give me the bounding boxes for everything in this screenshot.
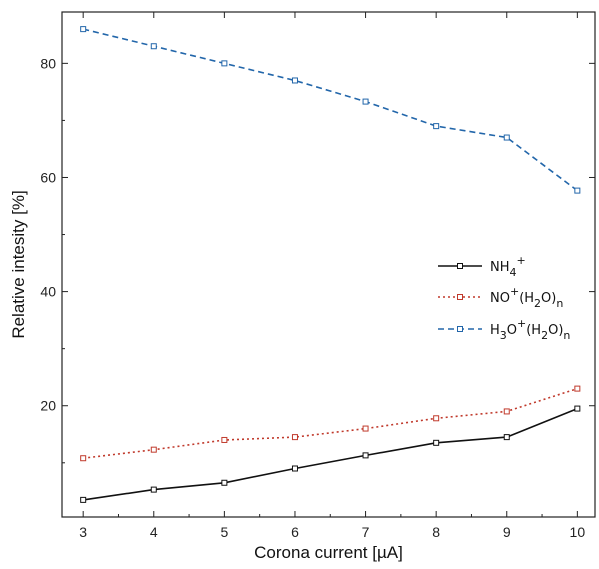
legend-label: NO+(H2O)n bbox=[490, 285, 563, 310]
legend-marker bbox=[457, 326, 463, 332]
x-tick-label: 9 bbox=[503, 524, 511, 540]
data-point bbox=[362, 452, 369, 459]
data-point bbox=[503, 408, 510, 415]
y-tick-label: 40 bbox=[40, 284, 56, 300]
legend-label: H3O+(H2O)n bbox=[490, 317, 570, 342]
data-point bbox=[433, 439, 440, 446]
data-point bbox=[80, 26, 87, 33]
series-2 bbox=[80, 385, 581, 462]
y-axis-title: Relative intesity [%] bbox=[9, 190, 28, 338]
series-line bbox=[83, 407, 578, 501]
x-tick-label: 7 bbox=[362, 524, 370, 540]
data-point bbox=[362, 98, 369, 105]
data-point bbox=[503, 434, 510, 441]
data-point bbox=[574, 385, 581, 392]
data-point bbox=[362, 425, 369, 432]
legend-item: H3O+(H2O)n bbox=[438, 317, 570, 342]
legend-marker bbox=[457, 263, 463, 269]
data-point bbox=[221, 436, 228, 443]
data-point bbox=[221, 479, 228, 486]
series-1 bbox=[80, 405, 581, 503]
data-point bbox=[291, 465, 298, 472]
data-point bbox=[291, 434, 298, 441]
data-point bbox=[574, 405, 581, 412]
series-line bbox=[83, 28, 578, 192]
legend-marker bbox=[457, 294, 463, 300]
x-axis-title: Corona current [µA] bbox=[254, 543, 403, 562]
y-tick-label: 80 bbox=[40, 55, 56, 71]
data-point bbox=[433, 123, 440, 130]
x-tick-label: 4 bbox=[150, 524, 158, 540]
data-point bbox=[291, 77, 298, 84]
x-tick-label: 5 bbox=[220, 524, 228, 540]
data-point bbox=[150, 43, 157, 50]
series-3 bbox=[80, 26, 581, 194]
legend-item: NO+(H2O)n bbox=[438, 285, 563, 310]
data-point bbox=[433, 415, 440, 422]
legend-item: NH4+ bbox=[438, 254, 526, 279]
x-tick-label: 3 bbox=[79, 524, 87, 540]
plot-frame bbox=[61, 11, 596, 518]
data-point bbox=[150, 446, 157, 453]
data-point bbox=[80, 455, 87, 462]
data-point bbox=[221, 60, 228, 67]
x-tick-label: 8 bbox=[432, 524, 440, 540]
data-point bbox=[80, 496, 87, 503]
plot-area-border bbox=[61, 11, 596, 518]
y-tick-label: 60 bbox=[40, 169, 56, 185]
data-point bbox=[150, 486, 157, 493]
data-point bbox=[503, 134, 510, 141]
x-tick-label: 6 bbox=[291, 524, 299, 540]
axis-ticks: 3 4 5 6 7 8 9 10 20 40 60 80 bbox=[40, 12, 595, 540]
data-series bbox=[80, 26, 581, 503]
data-point bbox=[574, 187, 581, 194]
y-tick-label: 20 bbox=[40, 398, 56, 414]
series-line bbox=[83, 387, 578, 459]
legend: NH4+ NO+(H2O)n H3O+(H2O)n bbox=[438, 254, 570, 342]
x-tick-label: 10 bbox=[570, 524, 586, 540]
legend-label: NH4+ bbox=[490, 254, 526, 279]
